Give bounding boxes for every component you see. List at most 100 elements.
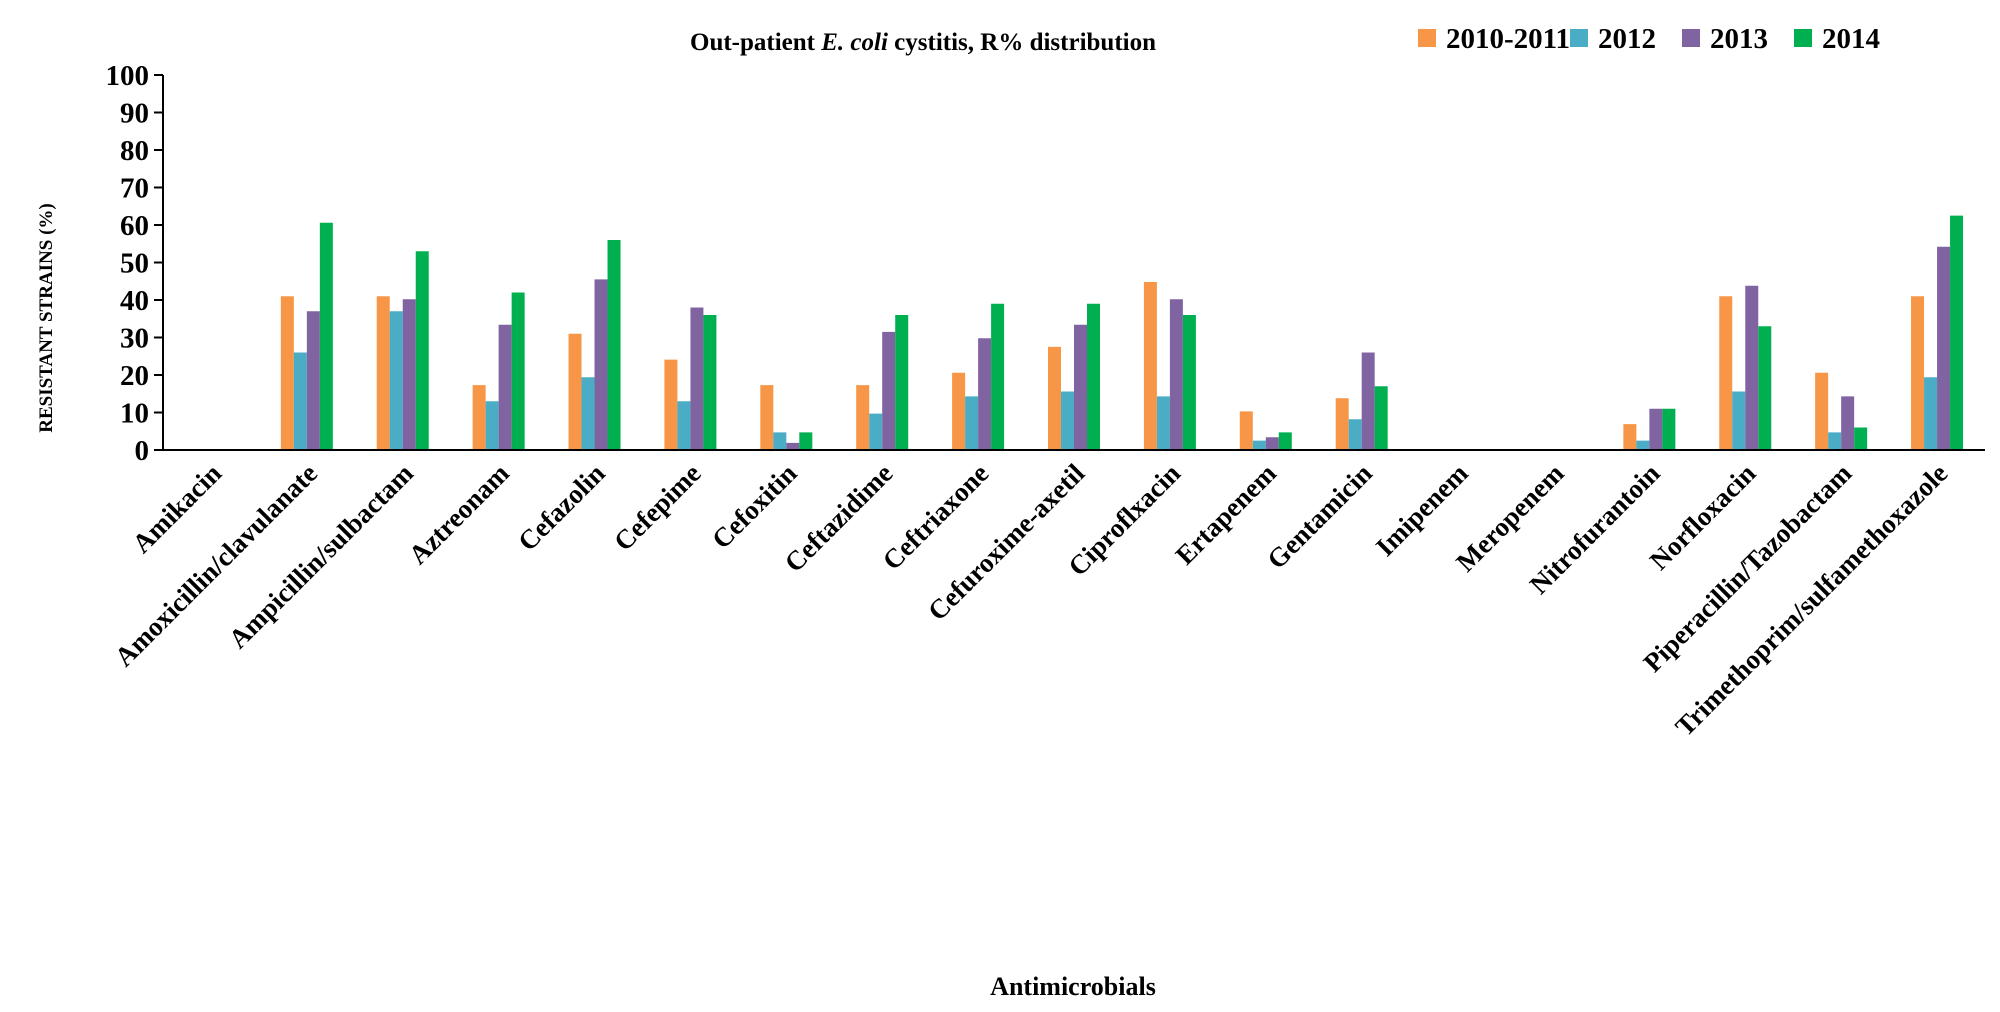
- bar-cefoxitin-2013: [786, 442, 800, 450]
- bar-nitrofurantoin-2012: [1636, 440, 1650, 450]
- bar-ciproflxacin-2014: [1182, 315, 1196, 450]
- bar-nitrofurantoin-2013: [1649, 408, 1663, 450]
- legend-swatch-2013: [1682, 29, 1700, 47]
- x-axis: AmikacinAmoxicillin/clavulanateAmpicilli…: [109, 458, 1953, 742]
- bar-piperacillin-tazobactam-2014: [1854, 427, 1868, 450]
- y-tick-label: 60: [120, 210, 149, 242]
- legend: 2010-2011 2012 2013 2014: [1418, 23, 1880, 55]
- bar-ceftazidime-2013: [882, 331, 896, 450]
- bar-ciproflxacin-2012: [1156, 396, 1170, 450]
- bar-cefepime-2010-2011: [664, 359, 678, 450]
- y-tick-label: 50: [120, 248, 149, 280]
- legend-swatch-2014: [1794, 29, 1812, 47]
- x-tick-label: Gentamicin: [1261, 458, 1378, 575]
- bar-ampicillin-sulbactam-2012: [389, 311, 403, 450]
- x-tick-label: Cefepime: [608, 458, 707, 557]
- bar-norfloxacin-2012: [1732, 391, 1746, 450]
- bar-cefoxitin-2014: [799, 432, 813, 450]
- bar-trimethoprim-sulfamethoxazole-2012: [1924, 377, 1938, 450]
- y-tick-label: 100: [106, 60, 150, 92]
- y-axis: 0 10 20 30 40 50 60 70 80 90 100: [106, 60, 163, 467]
- bar-gentamicin-2013: [1361, 352, 1375, 450]
- bar-norfloxacin-2010-2011: [1719, 296, 1733, 450]
- bar-gentamicin-2014: [1374, 386, 1388, 450]
- legend-label-2012: 2012: [1598, 23, 1656, 55]
- bar-trimethoprim-sulfamethoxazole-2014: [1950, 215, 1964, 450]
- bar-ertapenem-2014: [1278, 432, 1292, 450]
- bar-cefazolin-2013: [594, 279, 608, 450]
- bar-ertapenem-2010-2011: [1239, 411, 1253, 450]
- bar-gentamicin-2010-2011: [1335, 398, 1349, 450]
- bar-cefepime-2012: [677, 401, 691, 450]
- bar-nitrofurantoin-2010-2011: [1623, 424, 1637, 450]
- bar-cefazolin-2010-2011: [568, 333, 582, 450]
- bar-ceftazidime-2014: [895, 315, 909, 450]
- y-tick-label: 70: [120, 173, 149, 205]
- bar-gentamicin-2012: [1348, 419, 1362, 450]
- y-tick-label: 80: [120, 135, 149, 167]
- bar-ampicillin-sulbactam-2013: [402, 299, 416, 450]
- bar-ciproflxacin-2013: [1169, 299, 1183, 450]
- x-axis-label: Antimicrobials: [990, 972, 1156, 1001]
- bar-nitrofurantoin-2014: [1662, 408, 1676, 450]
- bar-ampicillin-sulbactam-2014: [415, 251, 429, 450]
- bar-ceftazidime-2010-2011: [856, 385, 870, 450]
- bar-ceftriaxone-2010-2011: [952, 372, 966, 450]
- bar-ampicillin-sulbactam-2010-2011: [376, 296, 390, 450]
- bar-amoxicillin-clavulanate-2010-2011: [280, 296, 294, 450]
- bar-cefoxitin-2010-2011: [760, 385, 774, 450]
- bar-cefuroxime-axetil-2013: [1074, 324, 1087, 450]
- y-tick-label: 20: [120, 360, 149, 392]
- bar-cefuroxime-axetil-2010-2011: [1048, 346, 1061, 450]
- bar-amoxicillin-clavulanate-2013: [306, 311, 320, 450]
- bar-piperacillin-tazobactam-2010-2011: [1815, 372, 1829, 450]
- y-tick-label: 10: [120, 398, 149, 430]
- bar-ceftriaxone-2013: [978, 338, 992, 450]
- bar-norfloxacin-2014: [1758, 326, 1772, 450]
- bar-ertapenem-2012: [1252, 440, 1266, 450]
- bar-ceftazidime-2012: [869, 413, 883, 450]
- bar-cefazolin-2014: [607, 240, 621, 450]
- bar-amoxicillin-clavulanate-2012: [293, 352, 307, 450]
- bar-cefuroxime-axetil-2014: [1087, 303, 1100, 450]
- bar-ceftriaxone-2014: [991, 303, 1005, 450]
- bar-cefepime-2013: [690, 307, 704, 450]
- axes: [162, 75, 1985, 451]
- bar-aztreonam-2010-2011: [472, 385, 486, 450]
- bar-norfloxacin-2013: [1745, 285, 1759, 450]
- y-axis-label: RESISTANT STRAINS (%): [36, 203, 57, 432]
- bar-ciproflxacin-2010-2011: [1143, 282, 1157, 450]
- y-tick-label: 0: [135, 435, 150, 467]
- x-tick-label: Amikacin: [126, 458, 227, 559]
- bar-cefuroxime-axetil-2012: [1061, 391, 1074, 450]
- bar-trimethoprim-sulfamethoxazole-2010-2011: [1911, 296, 1925, 450]
- bar-cefepime-2014: [703, 315, 717, 450]
- x-tick-label: Ampicillin/sulbactam: [223, 458, 420, 655]
- bar-aztreonam-2013: [498, 324, 512, 450]
- x-tick-label: Aztreonam: [403, 458, 515, 570]
- legend-swatch-2012: [1570, 29, 1588, 47]
- bar-cefoxitin-2012: [773, 432, 787, 450]
- legend-label-2013: 2013: [1710, 23, 1768, 55]
- x-tick-label: Cefoxitin: [706, 458, 803, 555]
- bar-ceftriaxone-2012: [965, 396, 979, 450]
- bar-ertapenem-2013: [1265, 437, 1279, 450]
- legend-label-2014: 2014: [1822, 23, 1880, 55]
- x-tick-label: Imipenem: [1370, 458, 1474, 562]
- chart-title: Out-patient E. coli cystitis, R% distrib…: [690, 29, 1156, 56]
- legend-swatch-2010-2011: [1418, 29, 1436, 47]
- bar-amoxicillin-clavulanate-2014: [319, 222, 333, 450]
- y-tick-label: 30: [120, 323, 149, 355]
- bar-aztreonam-2014: [511, 292, 525, 450]
- legend-label-2010-2011: 2010-2011: [1446, 23, 1570, 55]
- bar-cefazolin-2012: [581, 377, 595, 450]
- bar-trimethoprim-sulfamethoxazole-2013: [1937, 246, 1951, 450]
- y-tick-label: 90: [120, 98, 149, 130]
- x-tick-label: Cefazolin: [512, 458, 611, 557]
- bar-piperacillin-tazobactam-2013: [1841, 396, 1855, 450]
- bar-piperacillin-tazobactam-2012: [1828, 432, 1842, 450]
- bar-aztreonam-2012: [485, 401, 499, 450]
- y-tick-label: 40: [120, 285, 149, 317]
- bars: [280, 215, 1964, 450]
